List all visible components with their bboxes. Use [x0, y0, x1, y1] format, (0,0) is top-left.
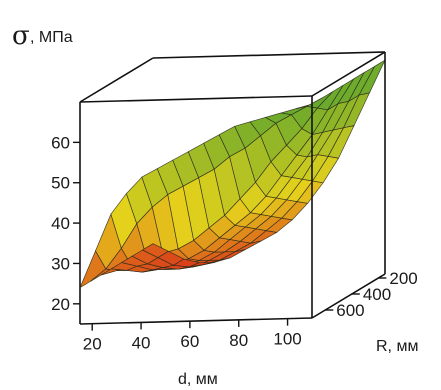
x-tick-label: 100: [273, 330, 301, 349]
z-tick-label: 60: [51, 133, 70, 152]
box-edge-top-right: [311, 51, 386, 97]
z-axis-ticks: 20 30 40 50 60: [51, 133, 80, 314]
x-axis-ticks: 20 40 60 80 100: [83, 318, 302, 354]
box-edge-top-back: [152, 51, 386, 59]
z-tick-label: 30: [51, 254, 70, 273]
z-axis-unit: , МПа: [30, 29, 73, 46]
box-edge-top-left: [79, 57, 154, 103]
y-tick-label: 600: [336, 301, 364, 320]
x-axis-label: d, мм: [178, 371, 218, 388]
box-edge-top-front: [79, 95, 313, 103]
box-edge-bottom-front: [79, 317, 313, 325]
front-box-edges: [79, 51, 386, 325]
x-tick-label: 80: [229, 331, 248, 350]
z-axis-symbol: σ: [12, 21, 30, 51]
z-tick-label: 20: [51, 295, 70, 314]
y-tick-label: 400: [363, 285, 391, 304]
y-tick-label: 200: [389, 269, 417, 288]
x-tick-label: 60: [180, 332, 199, 351]
z-tick-label: 40: [51, 214, 70, 233]
stress-surface: [79, 59, 386, 289]
surface-patch: [358, 59, 386, 96]
x-tick-label: 40: [132, 333, 151, 352]
box-edge-bottom-right: [311, 273, 386, 319]
z-tick-label: 50: [51, 174, 70, 193]
y-axis-label: R, мм: [376, 338, 418, 355]
x-tick-label: 20: [83, 335, 102, 354]
